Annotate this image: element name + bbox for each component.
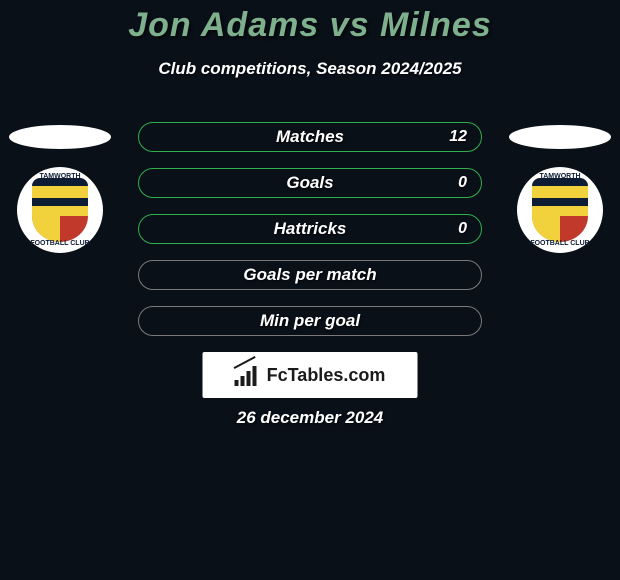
player-right-club-badge: TAMWORTH FOOTBALL CLUB [517, 167, 603, 253]
stat-label: Matches [276, 127, 344, 147]
subtitle: Club competitions, Season 2024/2025 [0, 59, 620, 79]
stat-label: Min per goal [260, 311, 360, 331]
player-right-column: TAMWORTH FOOTBALL CLUB [504, 125, 616, 253]
stat-label: Goals per match [243, 265, 376, 285]
player-left-portrait [9, 125, 111, 149]
branding-badge: FcTables.com [203, 352, 418, 398]
stat-row-hattricks: Hattricks 0 [138, 214, 482, 244]
stat-row-matches: Matches 12 [138, 122, 482, 152]
date-label: 26 december 2024 [0, 408, 620, 428]
stat-label: Goals [286, 173, 333, 193]
player-left-column: TAMWORTH FOOTBALL CLUB [4, 125, 116, 253]
player-left-club-badge: TAMWORTH FOOTBALL CLUB [17, 167, 103, 253]
page-title: Jon Adams vs Milnes [0, 0, 620, 45]
club-name-top: TAMWORTH [17, 173, 103, 180]
club-name-bottom: FOOTBALL CLUB [517, 240, 603, 247]
chart-icon [235, 364, 261, 386]
stats-container: Matches 12 Goals 0 Hattricks 0 Goals per… [138, 122, 482, 352]
club-name-top: TAMWORTH [517, 173, 603, 180]
club-name-bottom: FOOTBALL CLUB [17, 240, 103, 247]
stat-row-goals: Goals 0 [138, 168, 482, 198]
stat-right-value: 12 [449, 128, 467, 146]
stat-right-value: 0 [458, 174, 467, 192]
stat-row-min-per-goal: Min per goal [138, 306, 482, 336]
club-crest-icon [532, 178, 588, 242]
stat-label: Hattricks [274, 219, 347, 239]
club-crest-icon [32, 178, 88, 242]
stat-row-goals-per-match: Goals per match [138, 260, 482, 290]
player-right-portrait [509, 125, 611, 149]
stat-right-value: 0 [458, 220, 467, 238]
branding-text: FcTables.com [267, 365, 386, 386]
